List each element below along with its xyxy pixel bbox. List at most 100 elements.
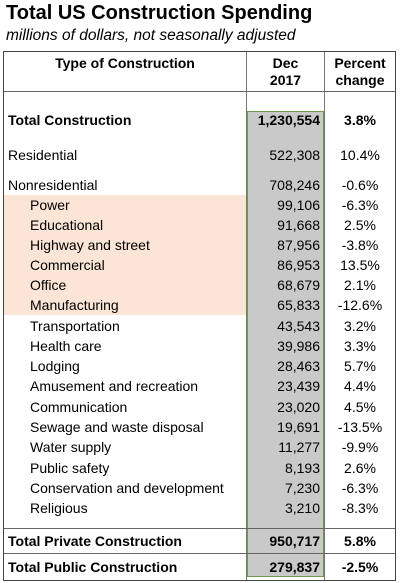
row-percent: -6.3% [341, 480, 379, 496]
section-divider [4, 528, 395, 529]
row-label: Health care [30, 338, 102, 354]
row-value: 522,308 [269, 147, 320, 163]
row-value: 91,668 [277, 217, 320, 233]
page-title: Total US Construction Spending [6, 2, 313, 24]
row-percent: -8.3% [341, 500, 379, 516]
row-value: 8,193 [284, 460, 320, 476]
row-value: 19,691 [277, 419, 320, 435]
row-label: Public safety [30, 460, 110, 476]
row-value: 23,020 [277, 399, 320, 415]
highlight-band-commercial [4, 255, 322, 275]
highlight-band-educational [4, 215, 322, 235]
header-dec-line1: Dec [272, 55, 299, 71]
row-percent: -6.3% [341, 197, 379, 213]
row-label: Total Private Construction [8, 533, 182, 549]
row-label: Office [30, 277, 67, 293]
row-value: 950,717 [269, 533, 320, 549]
row-percent: 4.4% [344, 378, 376, 394]
header-pct-line2: change [335, 72, 385, 88]
row-label: Residential [8, 147, 78, 163]
row-label: Lodging [30, 358, 80, 374]
row-value: 87,956 [277, 237, 320, 253]
table-row: Transportation 43,543 3.2% [4, 316, 395, 336]
table-row-residential: Residential 522,308 10.4% [4, 145, 395, 165]
row-percent: -12.6% [337, 297, 383, 313]
row-percent: -13.5% [337, 419, 383, 435]
header-pct-line1: Percent [334, 55, 386, 71]
row-label: Total Construction [8, 112, 132, 128]
row-label: Amusement and recreation [30, 378, 199, 394]
row-percent: 4.5% [344, 399, 376, 415]
row-label: Sewage and waste disposal [30, 419, 204, 435]
header-dec-2017: Dec 2017 [247, 55, 324, 89]
table-row: Religious 3,210 -8.3% [4, 498, 395, 518]
row-label: Conservation and development [30, 480, 224, 496]
page-subtitle: millions of dollars, not seasonally adju… [6, 27, 296, 44]
header-dec-line2: 2017 [269, 72, 302, 88]
row-value: 1,230,554 [257, 112, 320, 128]
row-percent: -9.9% [341, 439, 379, 455]
row-label: Transportation [30, 318, 120, 334]
row-value: 65,833 [277, 297, 320, 313]
column-divider [324, 52, 325, 580]
row-label: Manufacturing [30, 297, 119, 313]
table-row: Sewage and waste disposal 19,691 -13.5% [4, 417, 395, 437]
header-type: Type of Construction [55, 55, 195, 71]
row-label: Total Public Construction [8, 559, 178, 575]
row-percent: -0.6% [341, 177, 379, 193]
row-value: 3,210 [284, 500, 320, 516]
row-percent: -2.5% [341, 559, 379, 575]
table-row: Commercial 86,953 13.5% [4, 255, 395, 275]
row-label: Water supply [30, 439, 112, 455]
table-row-total-public: Total Public Construction 279,837 -2.5% [4, 557, 395, 577]
row-value: 7,230 [284, 480, 320, 496]
table-row-nonresidential: Nonresidential 708,246 -0.6% [4, 175, 395, 195]
row-percent: 2.6% [344, 460, 376, 476]
dec-2017-column-fill [247, 111, 324, 577]
row-label: Highway and street [30, 237, 150, 253]
highlight-band-manufacturing [4, 295, 322, 315]
table-row-total-construction: Total Construction 1,230,554 3.8% [4, 110, 395, 130]
table-row: Manufacturing 65,833 -12.6% [4, 295, 395, 315]
row-percent: 5.7% [344, 358, 376, 374]
highlight-band-power [4, 195, 322, 215]
row-percent: 2.1% [344, 277, 376, 293]
table-row: Water supply 11,277 -9.9% [4, 437, 395, 457]
row-label: Educational [30, 217, 104, 233]
row-percent: -3.8% [341, 237, 379, 253]
row-value: 86,953 [277, 257, 320, 273]
row-value: 23,439 [277, 378, 320, 394]
row-percent: 3.2% [344, 318, 376, 334]
row-value: 99,106 [277, 197, 320, 213]
row-label: Commercial [30, 257, 105, 273]
table-row: Highway and street 87,956 -3.8% [4, 235, 395, 255]
row-value: 39,986 [277, 338, 320, 354]
row-label: Religious [30, 500, 88, 516]
construction-table: Type of Construction Dec 2017 Percent ch… [3, 51, 396, 581]
highlight-band-office [4, 275, 322, 295]
row-percent: 10.4% [340, 147, 380, 163]
row-value: 68,679 [277, 277, 320, 293]
row-percent: 5.8% [344, 533, 376, 549]
row-percent: 2.5% [344, 217, 376, 233]
header-percent-change: Percent change [325, 55, 395, 89]
row-value: 279,837 [269, 559, 320, 575]
table-row: Communication 23,020 4.5% [4, 397, 395, 417]
row-value: 11,277 [278, 439, 320, 455]
row-label: Communication [30, 399, 128, 415]
table-row: Educational 91,668 2.5% [4, 215, 395, 235]
row-value: 708,246 [269, 177, 320, 193]
row-percent: 3.8% [344, 112, 376, 128]
row-value: 28,463 [277, 358, 320, 374]
table-row: Public safety 8,193 2.6% [4, 458, 395, 478]
section-divider [4, 553, 395, 554]
table-row-total-private: Total Private Construction 950,717 5.8% [4, 531, 395, 551]
table-row: Lodging 28,463 5.7% [4, 356, 395, 376]
header-divider [4, 91, 395, 92]
table-row: Conservation and development 7,230 -6.3% [4, 478, 395, 498]
table-row: Health care 39,986 3.3% [4, 336, 395, 356]
row-value: 43,543 [277, 318, 320, 334]
row-percent: 3.3% [344, 338, 376, 354]
column-divider [246, 52, 247, 580]
table-row: Power 99,106 -6.3% [4, 195, 395, 215]
